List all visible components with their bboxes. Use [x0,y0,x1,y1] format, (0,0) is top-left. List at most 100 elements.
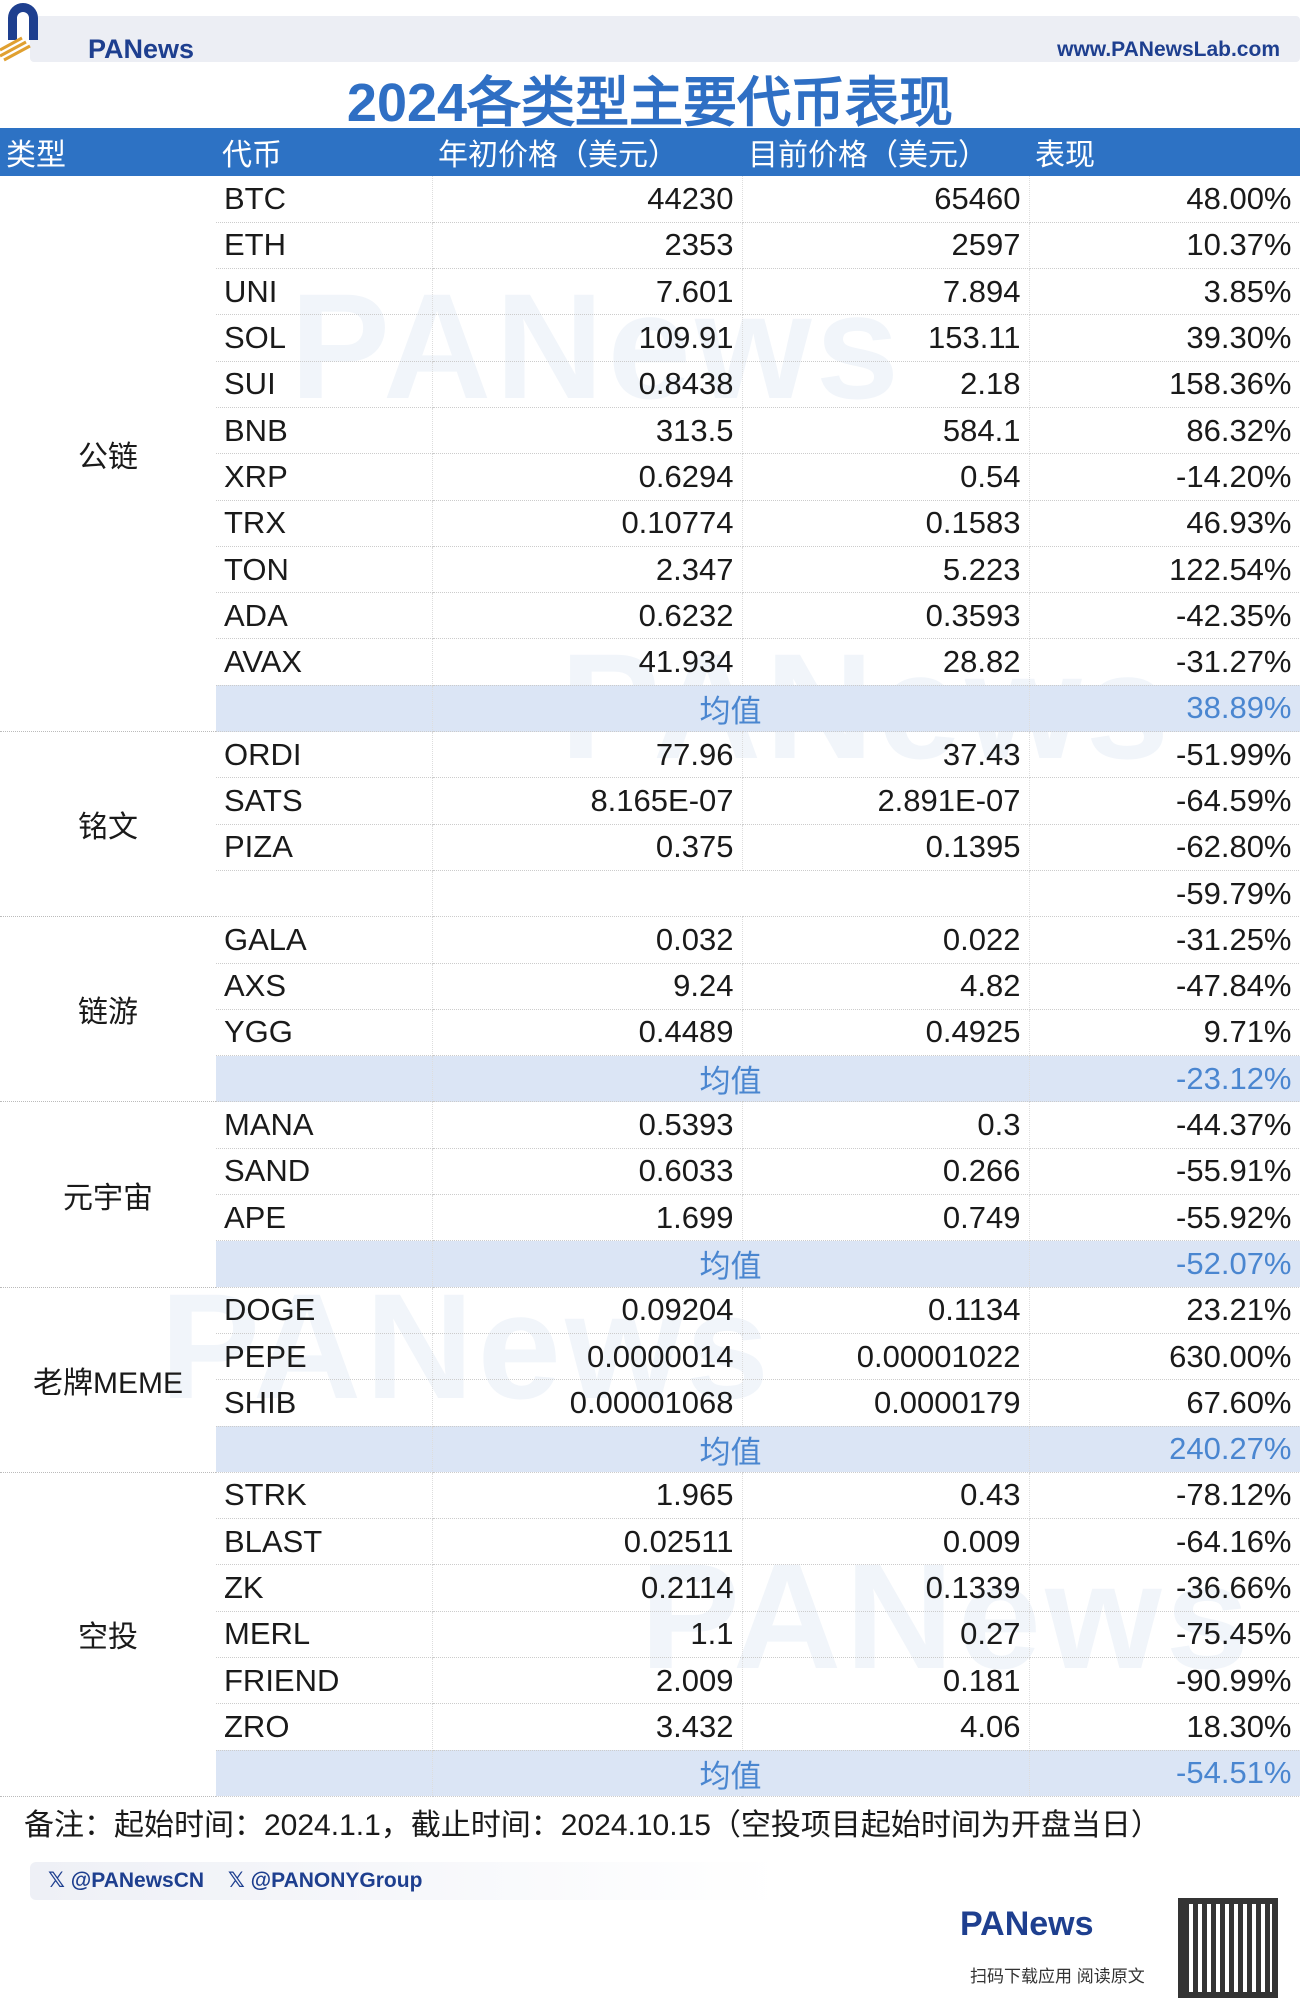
current-price-cell: 0.266 [742,1148,1030,1196]
token-cell: BNB [216,407,433,455]
current-price-cell: 0.1395 [742,824,1030,871]
current-price-cell: 65460 [742,176,1030,223]
avg-label: 均值 [432,1055,1030,1103]
performance-cell: 46.93% [1029,500,1300,547]
performance-cell: -64.59% [1029,777,1300,825]
avg-spacer [216,1426,433,1473]
performance-cell: 122.54% [1029,546,1300,594]
current-price-cell: 0.54 [742,453,1030,501]
performance-cell: 48.00% [1029,176,1300,223]
avg-label: 均值 [432,1240,1030,1288]
token-cell: DOGE [216,1287,433,1334]
category-cell: 公链 [0,176,216,733]
avg-performance-cell: -59.79% [1029,870,1300,918]
token-cell: SHIB [216,1379,433,1427]
current-price-cell: 2.891E-07 [742,777,1030,825]
token-cell: STRK [216,1472,433,1520]
token-cell: ORDI [216,731,433,779]
start-price-cell: 2.009 [432,1657,743,1705]
token-cell: UNI [216,268,433,316]
avg-label: 均值 [432,685,1030,733]
performance-cell: -47.84% [1029,963,1300,1010]
current-price-cell: 37.43 [742,731,1030,779]
table-row: 元宇宙 MANA 0.5393 0.3 -44.37% [0,1101,1300,1288]
table-row: SOL 109.91 153.11 39.30% [0,314,1300,362]
token-cell: SAND [216,1148,433,1196]
col-type: 类型 [0,128,216,176]
start-price-cell: 313.5 [432,407,743,455]
performance-cell: 67.60% [1029,1379,1300,1427]
col-token: 代币 [216,128,432,176]
token-cell: TON [216,546,433,594]
category-cell: 空投 [0,1472,216,1797]
top-banner: PANews www.PANewsLab.com [30,16,1300,64]
performance-cell: -55.91% [1029,1148,1300,1196]
token-cell: ZK [216,1564,433,1612]
table-row: SHIB 0.00001068 0.0000179 67.60% [0,1379,1300,1427]
performance-cell: 10.37% [1029,222,1300,270]
current-price-cell: 4.82 [742,963,1030,1010]
average-row: 均值 38.89% [0,685,1300,733]
start-price-cell: 1.965 [432,1472,743,1520]
start-price-cell: 1.1 [432,1611,743,1659]
performance-cell: -55.92% [1029,1194,1300,1242]
token-cell: SUI [216,361,433,408]
footnote: 备注：起始时间：2024.1.1，截止时间：2024.10.15（空投项目起始时… [24,1809,1161,1842]
category-cell: 铭文 [0,731,216,918]
avg-label: 均值 [432,1426,1030,1473]
table-row: ZRO 3.432 4.06 18.30% [0,1703,1300,1751]
x-handle-panewscn[interactable]: 𝕏 @PANewsCN [48,1869,205,1892]
table-row: FRIEND 2.009 0.181 -90.99% [0,1657,1300,1705]
token-cell: SOL [216,314,433,362]
performance-cell: -31.27% [1029,638,1300,686]
current-price-cell: 0.4925 [742,1009,1030,1057]
table-row: UNI 7.601 7.894 3.85% [0,268,1300,316]
avg-performance-cell: -54.51% [1029,1750,1300,1797]
brand-logo-text: PANews [88,34,195,64]
start-price-cell: 109.91 [432,314,743,362]
avg-performance-cell: 38.89% [1029,685,1300,733]
panews-logo-icon [0,3,38,62]
x-handle-panonygroup[interactable]: 𝕏 @PANONYGroup [227,1869,423,1892]
performance-cell: -42.35% [1029,592,1300,640]
performance-cell: -14.20% [1029,453,1300,501]
col-performance: 表现 [1029,128,1300,176]
category-cell: 老牌MEME [0,1287,216,1473]
average-row: 均值 -23.12% [0,1055,1300,1103]
start-price-cell: 1.699 [432,1194,743,1242]
current-price-cell: 7.894 [742,268,1030,316]
token-cell: SATS [216,777,433,825]
avg-performance-cell: 240.27% [1029,1426,1300,1473]
social-bar: 𝕏 @PANewsCN 𝕏 @PANONYGroup [30,1862,780,1900]
current-price-cell: 0.27 [742,1611,1030,1659]
avg-label [432,870,1030,918]
site-url[interactable]: www.PANewsLab.com [1057,38,1280,61]
token-cell: ZRO [216,1703,433,1751]
table-row: SUI 0.8438 2.18 158.36% [0,361,1300,408]
performance-cell: 39.30% [1029,314,1300,362]
start-price-cell: 41.934 [432,638,743,686]
avg-spacer [216,1750,433,1797]
current-price-cell: 0.1583 [742,500,1030,547]
qr-code-icon[interactable] [1178,1898,1278,1998]
start-price-cell: 77.96 [432,731,743,779]
table-header: 类型 代币 年初价格（美元） 目前价格（美元） 表现 [0,128,1300,176]
start-price-cell: 0.09204 [432,1287,743,1334]
current-price-cell: 584.1 [742,407,1030,455]
start-price-cell: 0.6232 [432,592,743,640]
token-cell: TRX [216,500,433,547]
token-cell: ADA [216,592,433,640]
start-price-cell: 0.4489 [432,1009,743,1057]
table-row: 铭文 ORDI 77.96 37.43 -51.99% [0,731,1300,918]
token-cell: MERL [216,1611,433,1659]
table-row: TRX 0.10774 0.1583 46.93% [0,500,1300,547]
current-price-cell: 0.3593 [742,592,1030,640]
table-row: ETH 2353 2597 10.37% [0,222,1300,270]
col-current-price: 目前价格（美元） [742,128,1029,176]
table-row: BNB 313.5 584.1 86.32% [0,407,1300,455]
table-row: 老牌MEME DOGE 0.09204 0.1134 23.21% [0,1287,1300,1473]
token-cell: BLAST [216,1518,433,1566]
token-cell: FRIEND [216,1657,433,1705]
performance-cell: -75.45% [1029,1611,1300,1659]
category-cell: 元宇宙 [0,1101,216,1288]
